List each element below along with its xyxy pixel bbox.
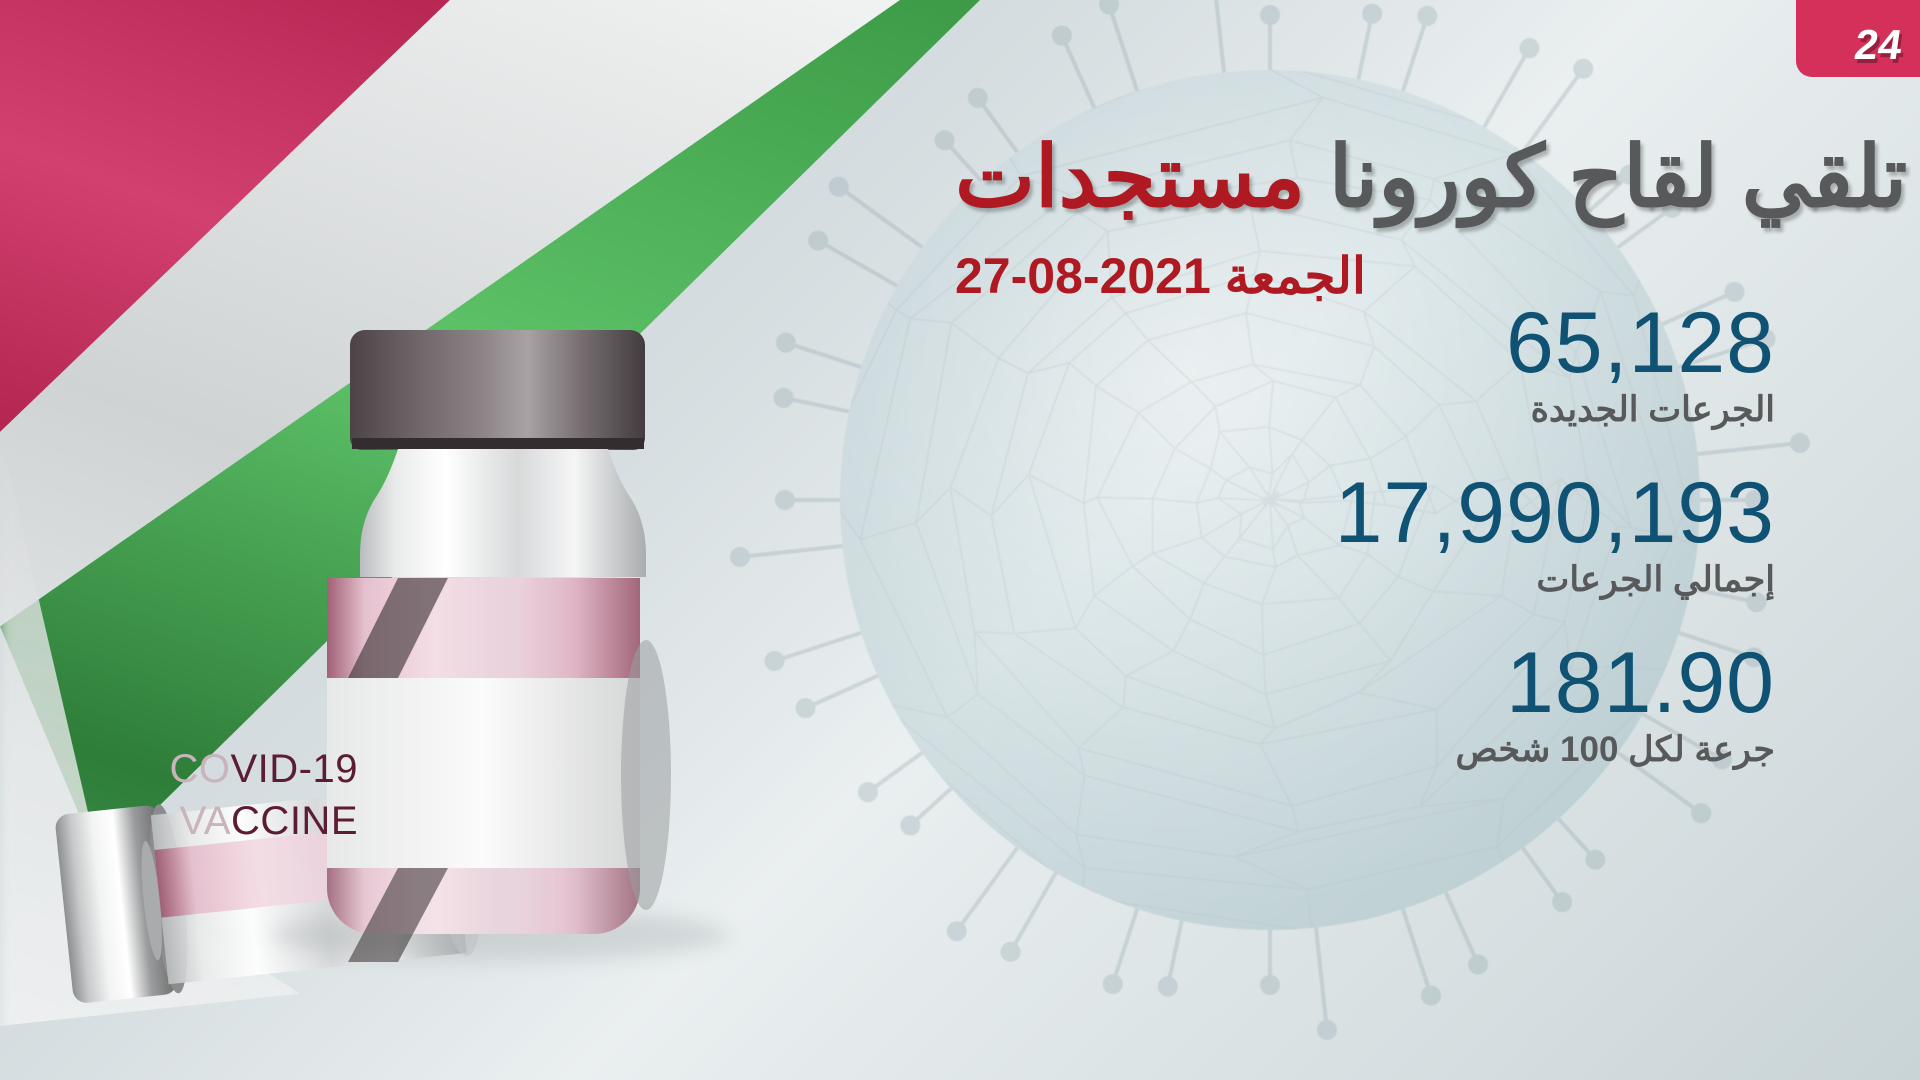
svg-text:VACCINE: VACCINE	[180, 799, 358, 843]
svg-text:COVID-19: COVID-19	[170, 747, 359, 791]
